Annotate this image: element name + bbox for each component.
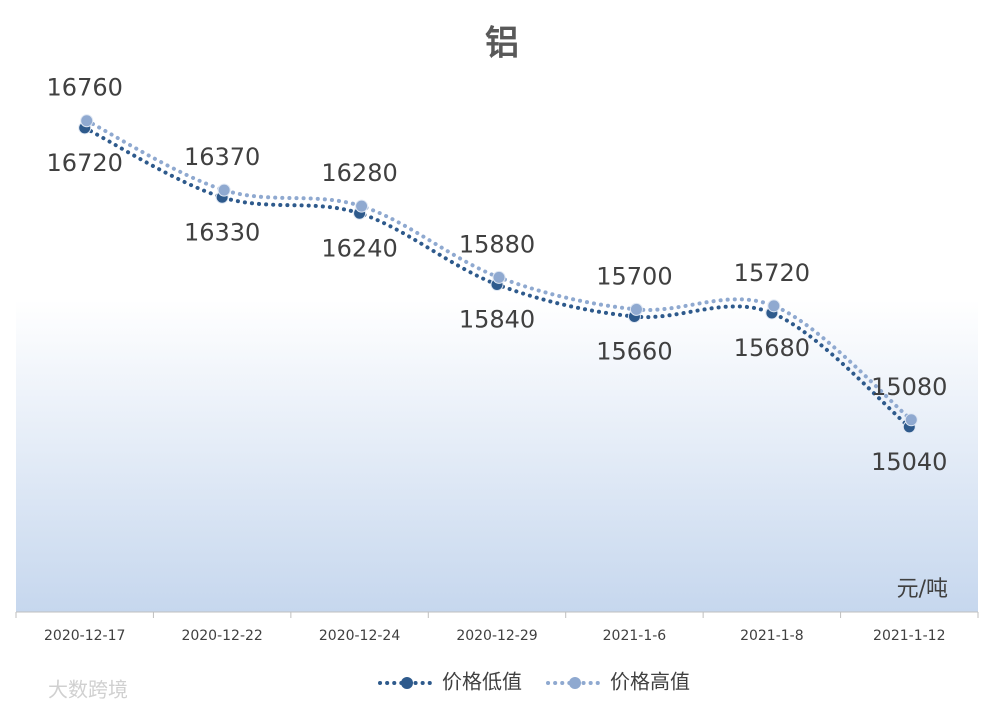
data-label: 16330 <box>184 218 260 246</box>
data-label: 15680 <box>734 334 810 362</box>
data-label: 15880 <box>459 230 535 258</box>
marker <box>492 270 506 284</box>
x-tick-label: 2021-1-8 <box>740 628 804 644</box>
data-label: 16370 <box>184 143 260 171</box>
data-label: 15080 <box>871 373 947 401</box>
marker <box>629 302 643 316</box>
data-label: 15660 <box>596 338 672 366</box>
data-label: 16760 <box>47 74 123 102</box>
legend-label: 价格高值 <box>610 670 690 694</box>
chart-title: 铝 <box>485 24 519 64</box>
data-label: 15040 <box>871 448 947 476</box>
data-label: 15700 <box>596 262 672 290</box>
marker <box>217 183 231 197</box>
data-label: 15720 <box>734 259 810 287</box>
legend-label: 价格低值 <box>442 670 522 694</box>
x-tick-label: 2021-1-12 <box>873 628 945 644</box>
data-label: 15840 <box>459 305 535 333</box>
marker <box>355 199 369 213</box>
plot-background <box>16 300 978 612</box>
x-tick-label: 2020-12-24 <box>319 628 400 644</box>
data-label: 16280 <box>321 159 397 187</box>
marker <box>80 114 94 128</box>
unit-label: 元/吨 <box>897 577 948 602</box>
legend-marker <box>401 677 413 689</box>
x-tick-label: 2020-12-29 <box>456 628 537 644</box>
x-tick-label: 2020-12-17 <box>44 628 125 644</box>
data-label: 16720 <box>47 149 123 177</box>
x-tick-label: 2021-1-6 <box>603 628 667 644</box>
marker <box>767 299 781 313</box>
watermark: 大数跨境 <box>48 678 128 702</box>
legend-marker <box>569 677 581 689</box>
marker <box>904 413 918 427</box>
data-label: 16240 <box>321 234 397 262</box>
x-tick-label: 2020-12-22 <box>181 628 262 644</box>
